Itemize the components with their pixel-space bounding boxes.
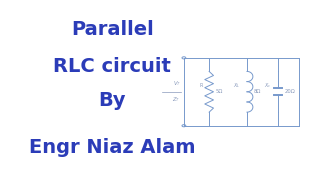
Text: 8Ω: 8Ω: [253, 89, 261, 94]
Text: Engr Niaz Alam: Engr Niaz Alam: [29, 138, 196, 157]
Text: $Z_T$: $Z_T$: [172, 95, 181, 104]
Text: $X_c$: $X_c$: [264, 81, 272, 90]
Text: 20Ω: 20Ω: [284, 89, 295, 94]
Text: By: By: [99, 91, 126, 110]
Text: R: R: [199, 83, 203, 88]
Text: RLC circuit: RLC circuit: [53, 57, 171, 76]
Text: $X_L$: $X_L$: [234, 81, 241, 90]
Text: Parallel: Parallel: [71, 20, 154, 39]
Text: $V_T$: $V_T$: [172, 79, 181, 88]
Text: 5Ω: 5Ω: [215, 89, 223, 94]
